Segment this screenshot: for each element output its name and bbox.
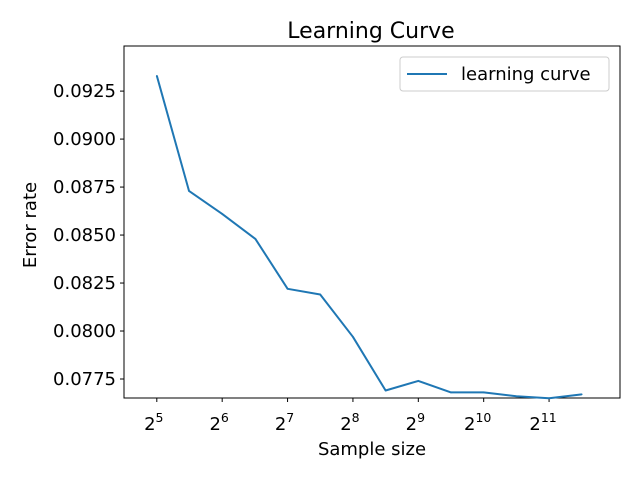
data-point: [384, 389, 387, 392]
x-tick-label: 26: [209, 410, 228, 435]
x-axis-ticks: 25 26 27 28 29 210 211: [144, 398, 557, 435]
x-tick-label: 28: [340, 410, 359, 435]
x-tick-exponent: 11: [541, 410, 557, 425]
data-point: [580, 393, 583, 396]
data-point: [482, 391, 485, 394]
x-tick-label: 29: [406, 410, 425, 435]
legend-label: learning curve: [461, 64, 591, 85]
x-tick-label: 27: [275, 410, 294, 435]
data-point: [417, 380, 420, 382]
x-tick-exponent: 6: [221, 410, 229, 425]
y-tick-label: 0.0900: [53, 129, 116, 150]
x-tick-base: 2: [406, 414, 417, 435]
y-tick-label: 0.0775: [53, 369, 116, 390]
series-layer: [155, 74, 583, 400]
y-tick-label: 0.0850: [53, 225, 116, 246]
x-tick-exponent: 10: [475, 410, 491, 425]
x-tick-label: 25: [144, 410, 163, 435]
y-axis-label: Error rate: [20, 182, 41, 268]
x-tick-base: 2: [144, 414, 155, 435]
legend: learning curve: [399, 56, 610, 92]
data-point: [188, 190, 190, 192]
x-tick-base: 2: [464, 414, 475, 435]
y-axis-ticks: 0.0775 0.0800 0.0825 0.0850 0.0875 0.0900 0.09…: [53, 81, 124, 390]
data-point: [221, 213, 223, 215]
x-tick-base: 2: [275, 414, 286, 435]
data-point: [286, 287, 289, 290]
data-point: [254, 238, 257, 240]
data-point: [319, 293, 322, 296]
x-tick-label: 210: [464, 410, 491, 435]
y-tick-label: 0.0925: [53, 81, 116, 102]
data-point: [450, 391, 452, 394]
legend-box: [399, 56, 610, 92]
data-point: [548, 397, 550, 399]
y-tick-label: 0.0800: [53, 321, 116, 342]
x-tick-exponent: 7: [286, 410, 294, 425]
series-line-0: [155, 75, 582, 400]
plot-area: [123, 45, 621, 399]
data-point: [352, 335, 354, 338]
y-tick-label: 0.0825: [53, 273, 116, 294]
x-tick-base: 2: [340, 414, 351, 435]
x-tick-base: 2: [529, 414, 540, 435]
x-tick-base: 2: [209, 414, 220, 435]
x-tick-exponent: 9: [417, 410, 425, 425]
chart-title: Learning Curve: [287, 19, 454, 44]
x-tick-label: 211: [529, 410, 556, 435]
x-tick-exponent: 5: [156, 410, 164, 425]
x-axis-label: Sample size: [318, 439, 426, 460]
y-tick-label: 0.0875: [53, 177, 116, 198]
data-point: [156, 74, 158, 77]
data-point: [515, 395, 518, 398]
x-tick-exponent: 8: [352, 410, 360, 425]
